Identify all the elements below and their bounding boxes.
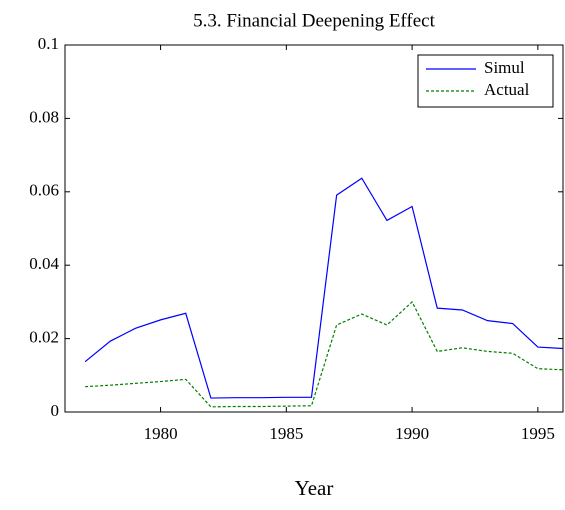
y-tick-label: 0.06 — [29, 181, 59, 200]
legend-label: Simul — [484, 58, 525, 77]
y-tick-label: 0 — [51, 401, 60, 420]
legend-box — [417, 54, 554, 108]
series-line — [85, 300, 564, 408]
plot-frame — [64, 44, 564, 413]
x-axis-label: Year — [295, 476, 334, 500]
legend-label: Actual — [484, 80, 530, 99]
y-tick-label: 0.04 — [29, 254, 59, 273]
x-tick-label: 1990 — [395, 424, 429, 443]
chart-title: 5.3. Financial Deepening Effect — [193, 10, 436, 31]
series-line — [84, 177, 564, 399]
x-tick-label: 1980 — [144, 424, 178, 443]
x-tick-label: 1995 — [521, 424, 555, 443]
x-tick-label: 1985 — [269, 424, 303, 443]
y-tick-label: 0.1 — [38, 34, 59, 53]
y-tick-label: 0.02 — [29, 328, 59, 347]
y-tick-label: 0.08 — [29, 107, 59, 126]
